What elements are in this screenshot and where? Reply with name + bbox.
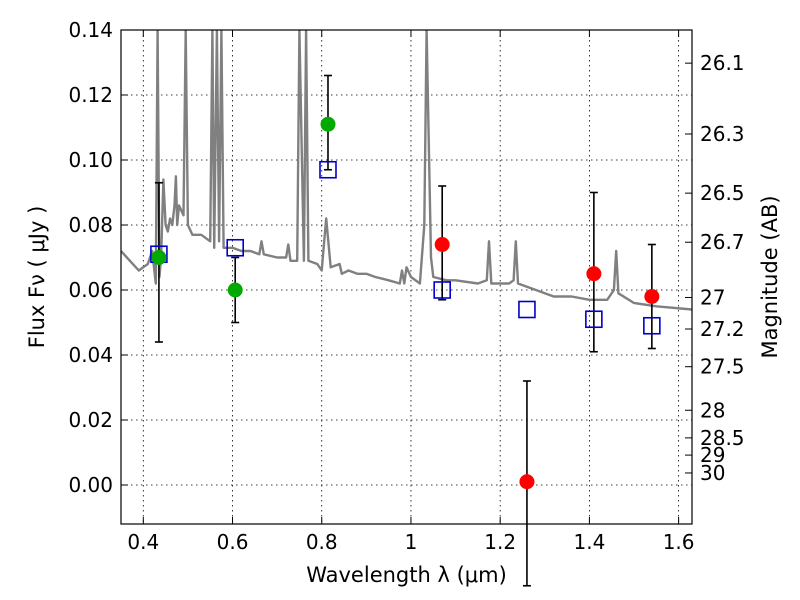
x-tick-label: 0.6 (217, 530, 249, 554)
right-tick-label: 27.5 (700, 355, 745, 379)
right-tick-label: 26.7 (700, 230, 745, 254)
model-photometry-marker (643, 316, 661, 335)
right-tick-label: 27 (700, 285, 725, 309)
model-spectrum (121, 30, 692, 311)
right-tick-label: 29 (700, 443, 725, 467)
x-tick-label: 1.4 (573, 530, 605, 554)
right-tick-label: 26.1 (700, 51, 745, 75)
model-photometry-series (150, 160, 661, 335)
observed-nir-point (586, 266, 602, 282)
right-tick-label: 30 (700, 461, 725, 485)
observed-optical-point (151, 250, 167, 265)
observed-optical-point (227, 282, 243, 298)
error-bars (154, 74, 656, 587)
right-tick-label: 28.5 (700, 426, 745, 450)
model-photometry-marker (585, 310, 603, 329)
observed-nir-point (519, 474, 535, 490)
y-axis-title: Flux Fν ( μJy ) (25, 206, 49, 349)
y-tick-label: 0.08 (68, 213, 113, 237)
y-tick-label: 0.02 (68, 408, 113, 432)
x-tick-label: 1 (405, 530, 418, 554)
right-tick-label: 27.2 (700, 317, 745, 341)
observed-nir-point (644, 289, 660, 304)
y-tick-label: 0.12 (68, 83, 113, 107)
y-tick-label: 0.10 (68, 148, 113, 172)
axis-ticks: 0.4 0.6 0.8 1 1.2 1.4 1.6 0.00 0.02 0.04 0.06 0.08 0… (68, 18, 744, 554)
x-tick-label: 0.4 (127, 530, 159, 554)
x-axis-title: Wavelength λ (μm) (306, 563, 507, 587)
observed-optical-point (320, 116, 336, 132)
grid (121, 29, 692, 524)
model-photometry-marker (319, 160, 337, 179)
x-tick-label: 1.2 (484, 530, 516, 554)
model-photometry-marker (433, 281, 451, 299)
y-tick-label: 0.14 (68, 18, 113, 42)
y-tick-label: 0.00 (68, 473, 113, 497)
model-photometry-marker (518, 300, 536, 319)
model-spectrum-line (121, 30, 692, 311)
right-axis-title: Magnitude (AB) (758, 195, 782, 358)
x-tick-label: 0.8 (306, 530, 338, 554)
model-photometry-marker (226, 238, 244, 257)
y-tick-label: 0.06 (68, 278, 113, 302)
x-tick-label: 1.6 (663, 530, 695, 554)
observed-nir-point (434, 237, 450, 252)
plot-frame (120, 29, 693, 525)
y-tick-label: 0.04 (68, 343, 113, 367)
observed-flux-series (151, 116, 660, 490)
right-tick-label: 26.3 (700, 122, 745, 146)
right-tick-label: 28 (700, 398, 725, 422)
right-tick-label: 26.5 (700, 181, 745, 205)
